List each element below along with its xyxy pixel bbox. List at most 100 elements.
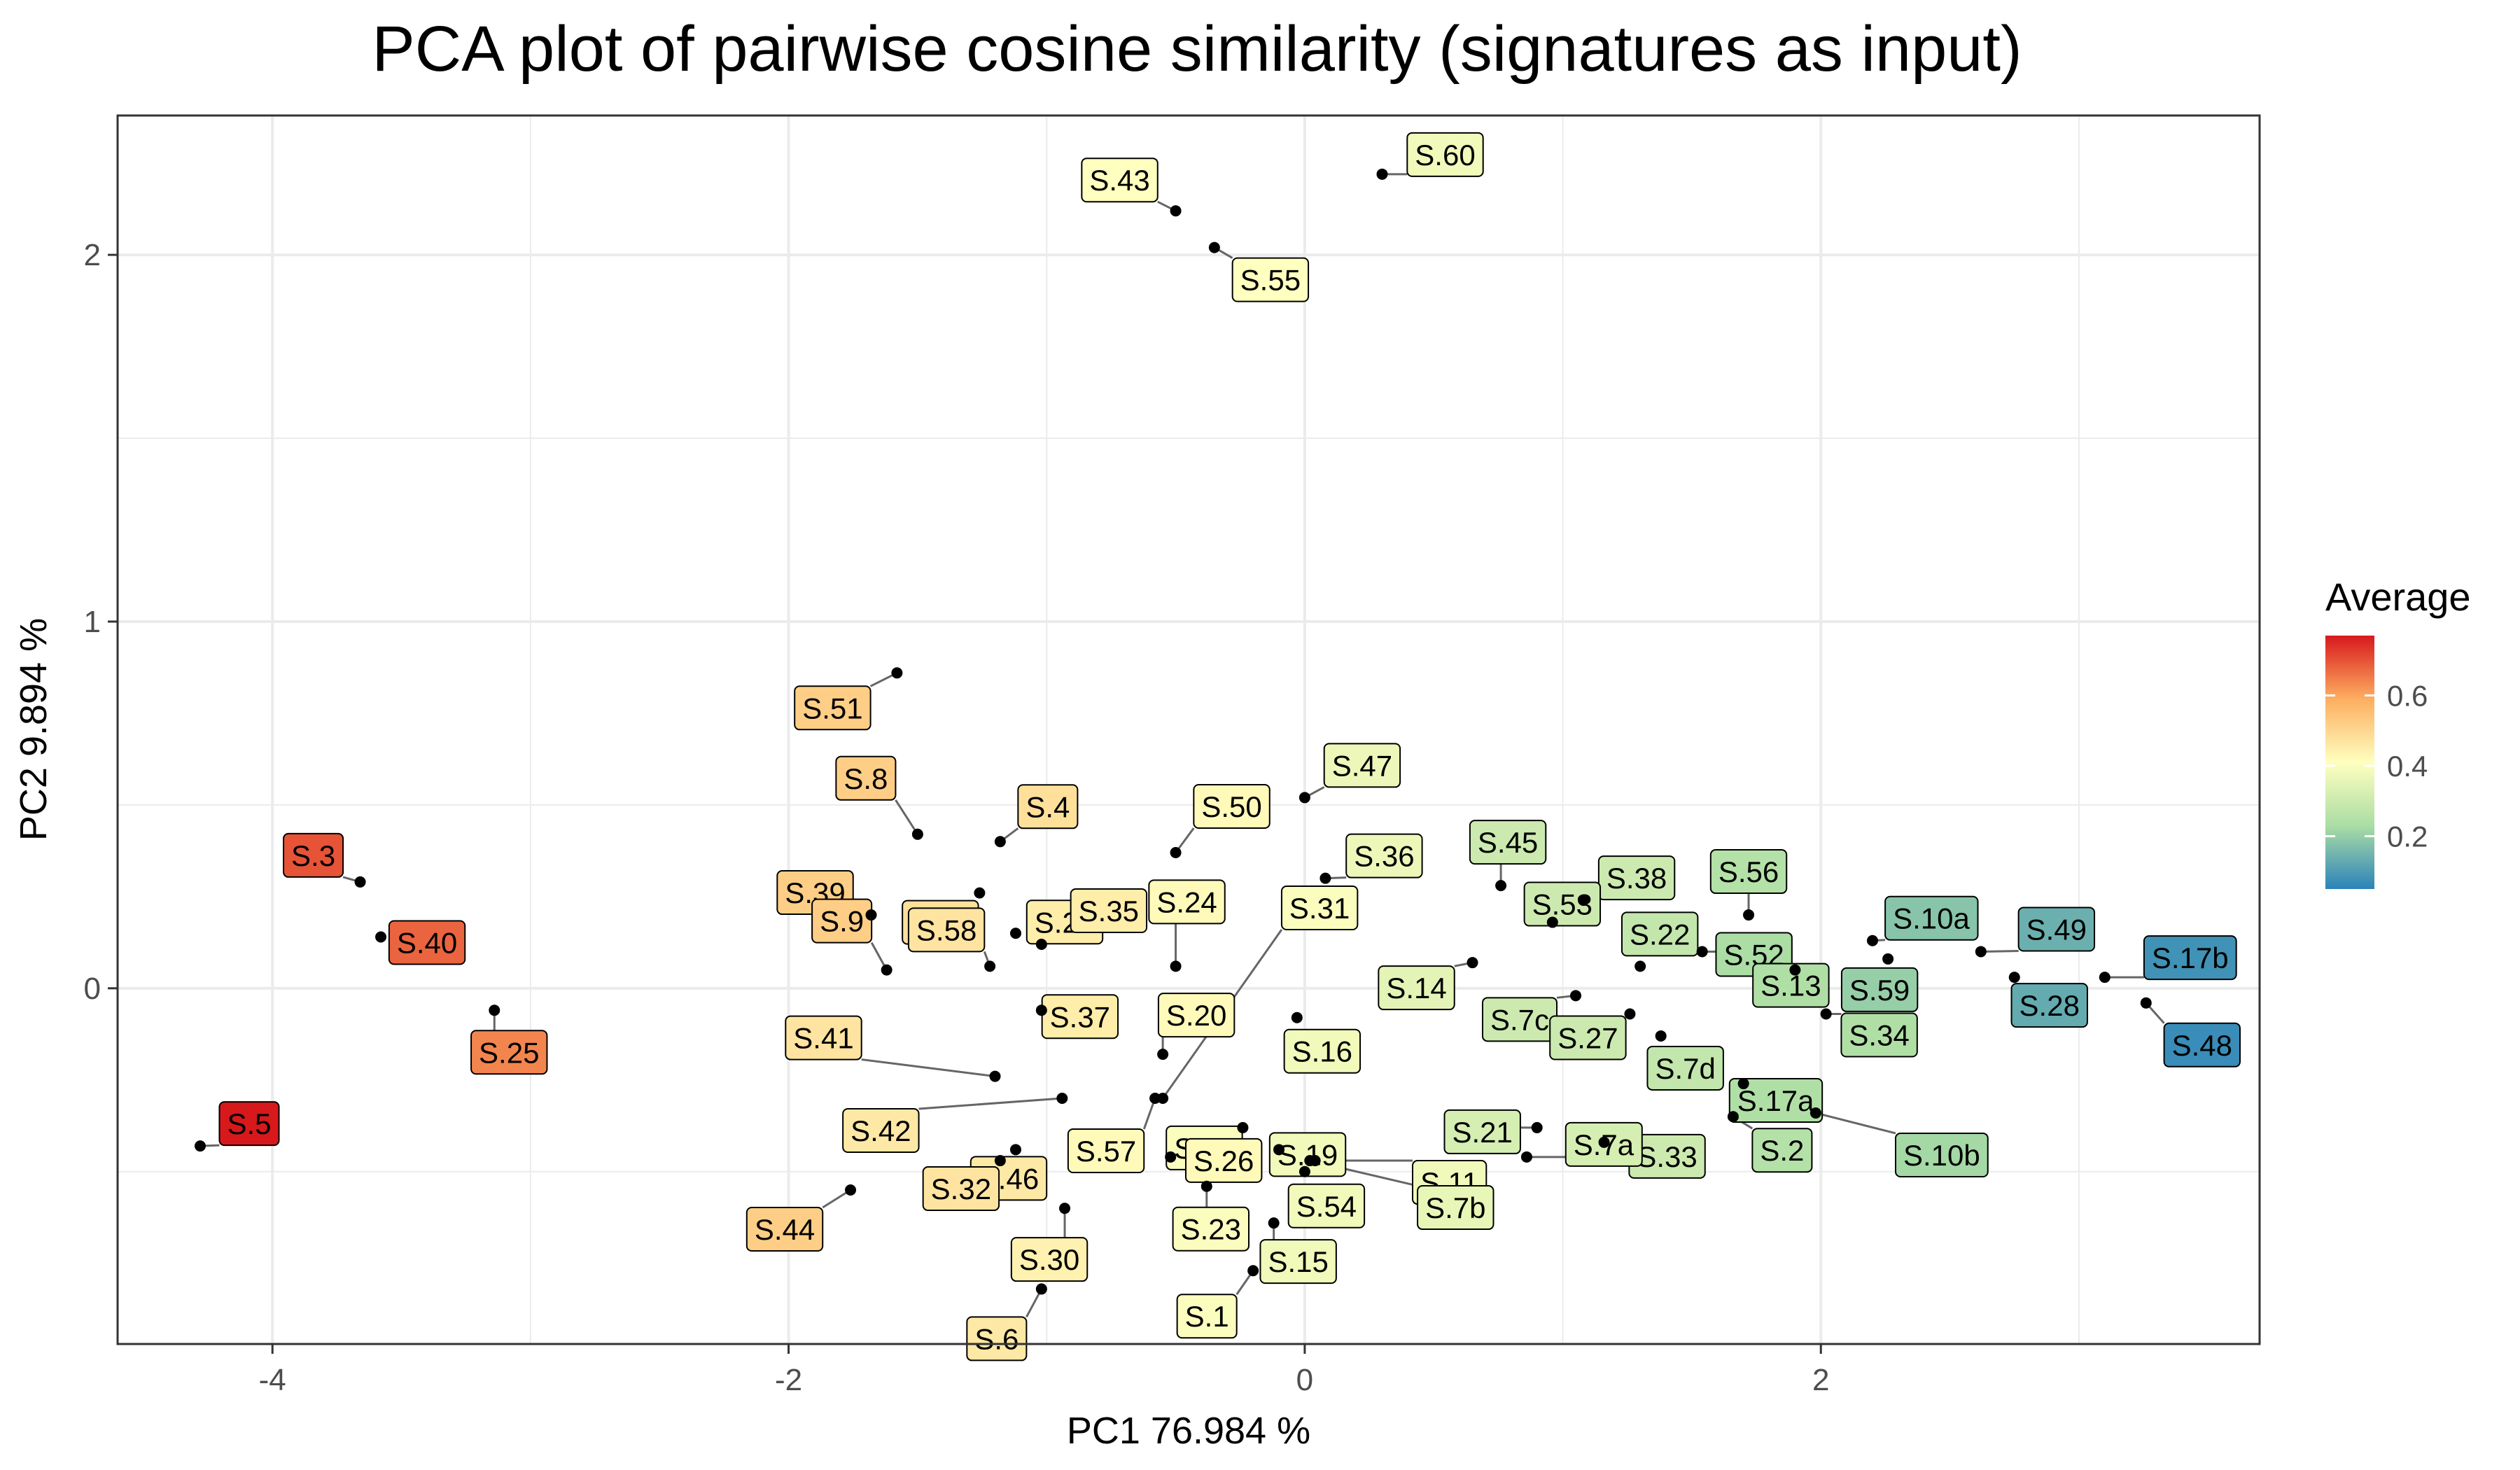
point-label-text: S.7c [1490,1003,1549,1036]
point-label-text: S.51 [802,692,862,724]
data-point [1975,946,1987,958]
point-label-text: S.50 [1201,790,1261,823]
x-tick-label: 0 [1296,1363,1313,1397]
data-point [1035,1283,1047,1295]
x-axis-title: PC1 76.984 % [1067,1410,1310,1452]
data-point [1291,1011,1303,1023]
point-label-text: S.16 [1292,1035,1352,1068]
point-label-text: S.1 [1185,1300,1229,1333]
point-label-text: S.35 [1079,895,1139,927]
point-label-text: S.22 [1630,918,1690,951]
point-label-text: S.36 [1354,840,1414,873]
panel-border [116,114,2261,1345]
point-label-text: S.20 [1166,999,1226,1032]
point-label-box [283,832,344,878]
y-axis: 0 1 2 [84,238,118,1006]
data-point [375,931,387,943]
point-label-box [1728,1078,1823,1124]
data-point [1520,1151,1532,1163]
point-label-box [1010,1237,1088,1282]
point-label-text: S.17b [2152,941,2229,974]
point-label-text: S.7b [1425,1191,1485,1224]
point-label-box [1840,967,1919,1012]
point-label-text: S.32 [931,1172,991,1205]
point-label-box [1259,1239,1337,1284]
point-label-text: S.26 [1194,1144,1254,1177]
data-point [2099,972,2110,983]
data-point [911,828,923,840]
data-point [1882,953,1894,965]
data-point [1149,1093,1161,1104]
data-point [1737,1078,1749,1090]
x-tick-label: -4 [259,1363,286,1397]
data-point [1820,1008,1832,1020]
point-label-text: S.43 [1089,164,1149,197]
point-label-box [1752,962,1830,1008]
point-label-text: S.5 [227,1107,271,1140]
point-label-text: S.13 [1760,969,1821,1002]
point-label-text: S.60 [1415,139,1475,172]
point-label-box [1193,784,1270,829]
point-label-text: S.17a [1737,1084,1814,1117]
point-label-text: S.34 [1849,1019,1909,1052]
data-point [194,1140,206,1152]
point-label-text: S.33 [1637,1140,1697,1173]
data-point [1376,168,1388,180]
point-label-text: S.19 [1278,1138,1338,1171]
data-point [1495,880,1507,892]
point-label-box [1067,1128,1145,1173]
x-axis: -4 -2 0 2 [259,1344,1829,1397]
data-point [1273,1144,1285,1156]
grid-minor [118,115,2260,1344]
point-label-text: S.7d [1655,1052,1715,1085]
point-label-box [1549,1015,1627,1060]
point-label-box [2017,906,2096,952]
point-label-text: S.8 [844,762,888,795]
point-label-box [842,1108,920,1153]
data-point [1598,1136,1610,1148]
point-label-box [2010,983,2088,1028]
data-point [1570,990,1582,1002]
point-label-box [1597,855,1676,901]
point-label-box [1417,1185,1494,1231]
point-label-text: S.45 [1478,826,1538,859]
point-label-box [811,898,873,944]
point-label-box [1184,1138,1263,1183]
point-label-text: S.25 [479,1036,539,1069]
y-tick-label: 1 [84,605,101,639]
point-label-text: S.54 [1296,1190,1357,1223]
leader-line [1815,1112,1896,1135]
point-label-text: S.10b [1903,1139,1980,1172]
data-point [1727,1111,1739,1123]
x-tick-label: 2 [1812,1363,1829,1397]
point-label-box [1280,886,1359,930]
point-label-box [1884,895,1979,941]
data-point [1035,1004,1047,1016]
point-label-text: S.30 [1019,1243,1079,1276]
data-point [1056,1093,1068,1104]
point-label-text: S.57 [1076,1135,1136,1168]
data-point [1809,1107,1821,1119]
point-label-box [1443,1109,1521,1154]
point-label-box [1041,994,1119,1040]
point-label-box [966,1316,1028,1362]
point-label-text: S.47 [1332,749,1392,782]
point-label-box [1148,879,1226,925]
legend-title: Average [2325,575,2471,619]
point-label-box [1231,257,1310,302]
point-label-box [794,685,872,731]
point-label-text: S.27 [1558,1022,1618,1055]
point-label-text: S.31 [1289,892,1350,925]
data-point [1696,946,1708,958]
data-point [2008,972,2020,983]
data-point [1298,1166,1310,1177]
data-point [989,1070,1001,1082]
point-label-text: S.44 [755,1213,815,1246]
color-legend: Average 0.2 0.4 0.6 [2325,575,2471,889]
point-label-text: S.21 [1452,1116,1513,1149]
point-label-box [1523,881,1602,927]
point-label-text: S.9 [820,905,864,938]
leader-line [895,799,919,835]
data-point [865,909,877,921]
